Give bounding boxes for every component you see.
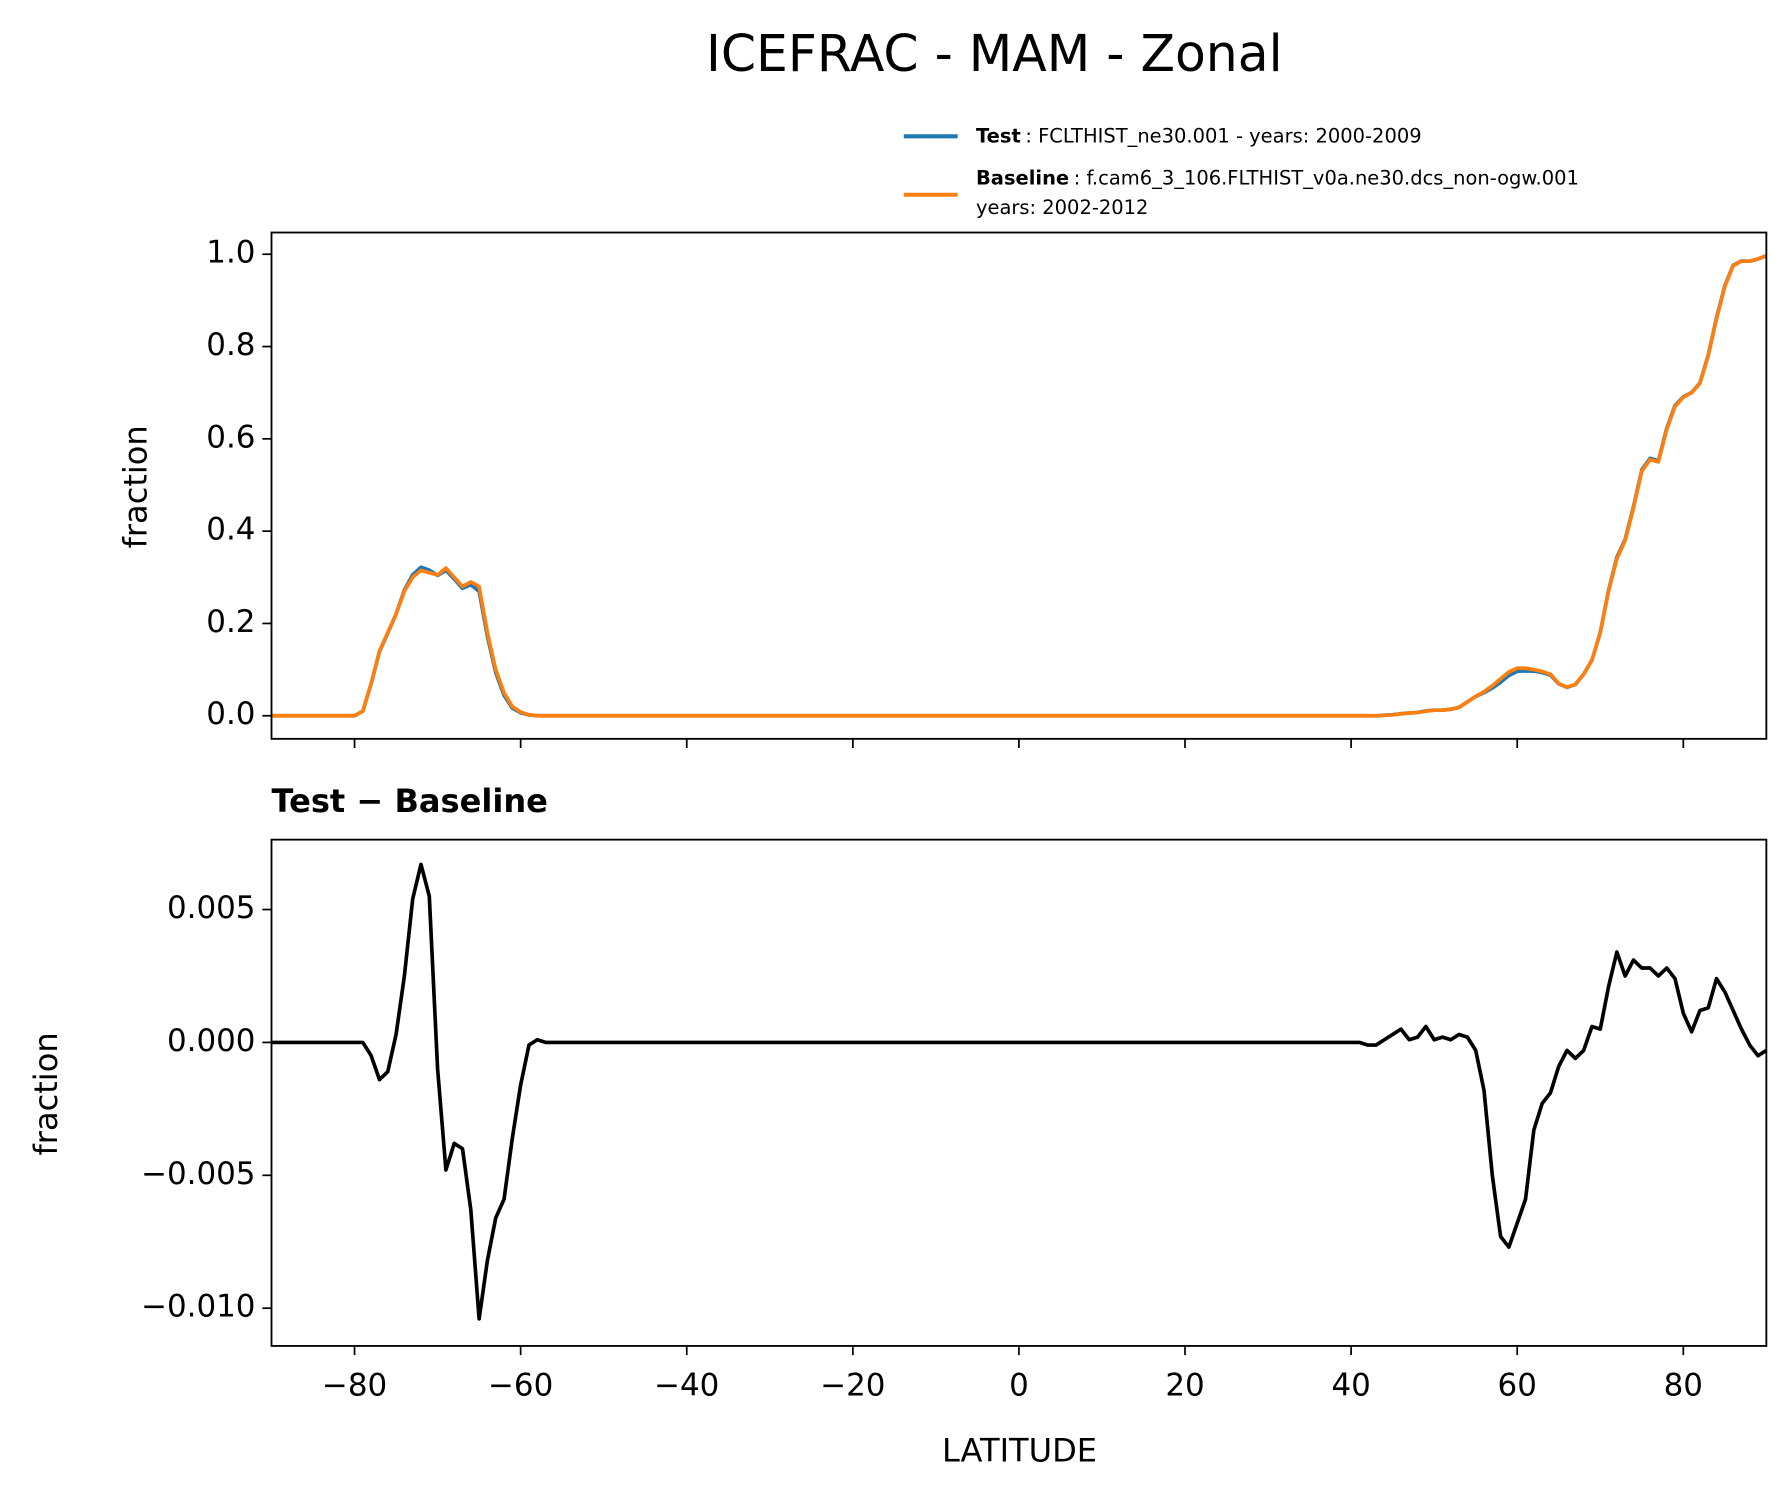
x-tick-label: 60 [1498, 1368, 1537, 1404]
x-tick-label: −60 [488, 1368, 553, 1404]
y-tick-label: 0.2 [206, 604, 255, 640]
y-tick-label: 1.0 [206, 235, 255, 271]
x-tick-label: 0 [1009, 1368, 1029, 1404]
x-tick-label: −40 [654, 1368, 719, 1404]
x-tick-label: −80 [322, 1368, 387, 1404]
y-tick-label: 0.6 [206, 419, 255, 455]
y-tick-label: 0.0 [206, 696, 255, 732]
legend-text: : f.cam6_3_106.FLTHIST_v0a.ne30.dcs_non-… [1074, 166, 1579, 189]
series-line [271, 253, 1767, 718]
series-line [271, 254, 1767, 718]
x-tick-label: 40 [1331, 1368, 1370, 1404]
subplot-title: Test − Baseline [272, 782, 548, 820]
x-tick-label: 20 [1165, 1368, 1204, 1404]
y-tick-label: 0.4 [206, 512, 255, 548]
legend-text: years: 2002-2012 [976, 196, 1148, 219]
y-tick-label: 0.8 [206, 327, 255, 363]
figure-title: ICEFRAC - MAM - Zonal [706, 24, 1283, 83]
legend-name: Test [976, 124, 1021, 147]
x-axis-label: LATITUDE [942, 1431, 1097, 1469]
axes-frame [270, 231, 1768, 740]
x-tick-label: −20 [820, 1368, 885, 1404]
y-tick-label: 0.005 [167, 890, 255, 926]
y-tick-label: 0.000 [167, 1023, 255, 1059]
legend-name: Baseline [976, 166, 1069, 189]
y-tick-label: −0.010 [141, 1289, 255, 1325]
y-axis-label: fraction [116, 425, 154, 548]
legend-label: Baseline: f.cam6_3_106.FLTHIST_v0a.ne30.… [976, 166, 1579, 189]
legend-text: : FCLTHIST_ne30.001 - years: 2000-2009 [1025, 124, 1421, 147]
y-axis-label: fraction [27, 1032, 65, 1155]
y-tick-label: −0.005 [141, 1156, 255, 1192]
series-line [271, 862, 1767, 1321]
axes-frame [270, 838, 1768, 1347]
x-tick-label: 80 [1664, 1368, 1703, 1404]
legend-label: Test: FCLTHIST_ne30.001 - years: 2000-20… [976, 124, 1422, 147]
